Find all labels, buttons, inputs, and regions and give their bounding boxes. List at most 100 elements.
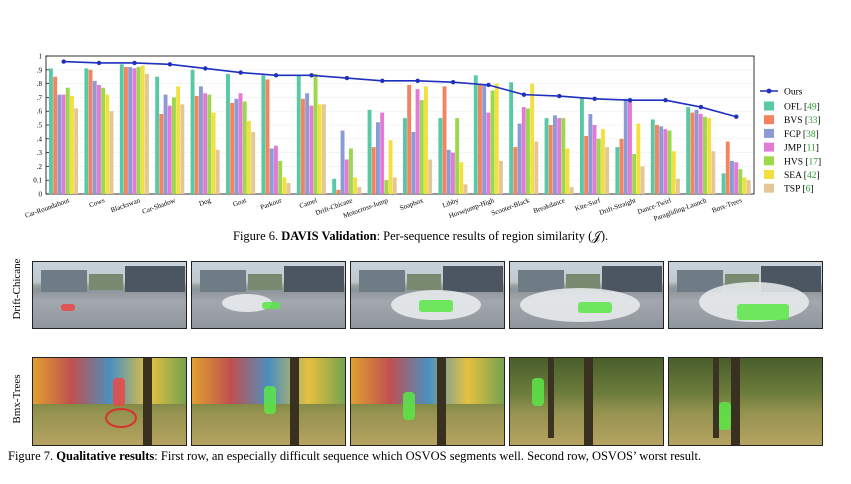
bar-sea-dance-twirl <box>671 151 676 194</box>
bar-ofl-bmx-trees <box>721 173 726 194</box>
bar-tsp-car-shadow <box>180 104 185 194</box>
bar-sea-breakdance <box>565 148 570 194</box>
bar-bvs-breakdance <box>548 125 553 194</box>
bar-bvs-blackswan <box>124 67 128 194</box>
bar-tsp-kite-surf <box>605 147 610 194</box>
bar-fcp-dance-twirl <box>659 126 664 194</box>
bar-tsp-parkour <box>286 182 291 194</box>
legend-swatch-sea <box>764 170 774 179</box>
bar-jmp-motocross-jump <box>380 112 385 194</box>
bar-fcp-parkour <box>269 148 274 194</box>
legend-swatch-tsp <box>764 183 774 193</box>
graffiti-wall-shape <box>33 358 186 404</box>
legend-label-ofl: OFL [49] <box>784 103 820 113</box>
ours-point <box>415 78 420 84</box>
bar-hvs-paragliding-launch <box>703 116 707 194</box>
building-shape <box>443 266 503 292</box>
x-tick-label: Car-Roundabout <box>24 196 71 219</box>
bar-sea-car-roundabout <box>70 96 74 194</box>
bar-ofl-camel <box>296 75 301 194</box>
bar-bvs-camel <box>301 98 305 194</box>
bar-tsp-dog <box>215 149 220 194</box>
bar-fcp-goat <box>234 98 239 194</box>
bar-fcp-soapbox <box>411 131 416 194</box>
legend-swatch-hvs <box>764 156 774 166</box>
bar-fcp-car-shadow <box>163 94 168 194</box>
bars <box>49 64 751 194</box>
bar-jmp-kite-surf <box>592 125 597 194</box>
bar-jmp-goat <box>238 93 243 194</box>
figure-7-caption: Figure 7. Qualitative results: First row… <box>8 449 701 464</box>
bar-bvs-parkour <box>265 79 270 194</box>
rider-mask-shape <box>264 386 276 414</box>
x-tick-label: Drift-Straight <box>598 196 637 217</box>
fig7-caption-bold: Qualitative results <box>56 449 155 463</box>
bar-tsp-goat <box>251 131 256 194</box>
bar-sea-goat <box>247 120 251 194</box>
bar-jmp-car-roundabout <box>61 94 66 194</box>
bar-hvs-motocross-jump <box>384 180 389 194</box>
ours-series-line <box>63 60 737 118</box>
legend-swatch-jmp <box>764 142 774 152</box>
x-tick-label: Scooter-Black <box>490 196 531 217</box>
legend-swatch-fcp <box>764 128 774 138</box>
x-tick-label: Libby <box>441 196 460 209</box>
bar-tsp-bmx-trees <box>746 180 751 194</box>
x-tick-labels: Car-Roundabout Cows Blackswan Car-Shadow Dog… <box>24 196 743 223</box>
frame-bmx-trees-4 <box>509 357 664 446</box>
ours-point <box>309 73 314 78</box>
bar-sea-paragliding-launch <box>707 118 712 194</box>
x-tick-label: Breakdance <box>532 196 566 215</box>
bar-fcp-breakdance <box>553 115 557 194</box>
bar-sea-scooter-black <box>530 83 535 194</box>
building-shape <box>359 270 405 292</box>
bar-bvs-libby <box>442 86 447 194</box>
bar-jmp-blackswan <box>132 68 137 194</box>
bar-jmp-paragliding-launch <box>698 113 703 194</box>
ours-point <box>592 96 597 101</box>
bar-tsp-scooter-black <box>534 141 539 194</box>
bar-jmp-drift-straight <box>628 100 632 194</box>
fig6-caption-bold: DAVIS Validation <box>281 229 377 243</box>
bar-jmp-breakdance <box>557 118 562 194</box>
bar-sea-motocross-jump <box>388 140 393 194</box>
x-tick-label: Goat <box>232 196 248 208</box>
bar-tsp-drift-straight <box>640 166 645 194</box>
ours-point <box>557 93 562 99</box>
tree-trunk-shape <box>437 358 446 445</box>
car-mask-shape <box>578 302 612 313</box>
bar-bvs-drift-straight <box>619 138 624 194</box>
x-tick-label: Bmx-Trees <box>711 196 743 214</box>
banner-shape <box>248 274 282 290</box>
car-mask-shape <box>61 304 75 311</box>
bar-hvs-libby <box>455 118 460 194</box>
bar-jmp-libby <box>451 152 455 194</box>
bar-bvs-paragliding-launch <box>690 112 695 194</box>
tree-trunk-shape <box>584 358 593 445</box>
bar-hvs-dance-twirl <box>667 130 672 194</box>
bar-fcp-drift-chicane <box>340 130 345 194</box>
y-tick-label: 1 <box>39 53 43 61</box>
car-mask-shape <box>419 300 453 312</box>
bar-ofl-car-shadow <box>155 76 160 194</box>
bar-jmp-drift-chicane <box>344 159 349 194</box>
bar-bvs-drift-chicane <box>336 189 341 194</box>
bar-bvs-scooter-black <box>513 147 518 194</box>
bar-hvs-dog <box>207 94 212 194</box>
gridlines <box>46 55 754 195</box>
ours-point <box>273 73 279 78</box>
bar-hvs-camel <box>313 73 318 194</box>
tree-trunk-shape <box>731 358 740 445</box>
bar-fcp-car-roundabout <box>57 94 62 194</box>
bar-tsp-paragliding-launch <box>711 151 716 194</box>
bar-sea-drift-straight <box>636 123 641 194</box>
legend-swatch-ofl <box>764 101 774 111</box>
rider-mask-shape <box>113 378 125 406</box>
bar-jmp-soapbox <box>415 89 420 194</box>
bar-ofl-cows <box>84 68 89 194</box>
tree-trunk-shape <box>143 358 152 445</box>
bar-sea-drift-chicane <box>353 177 358 194</box>
y-tick-label: 0 <box>39 191 43 199</box>
bar-tsp-soapbox <box>428 159 433 194</box>
bar-jmp-dog <box>203 93 208 194</box>
